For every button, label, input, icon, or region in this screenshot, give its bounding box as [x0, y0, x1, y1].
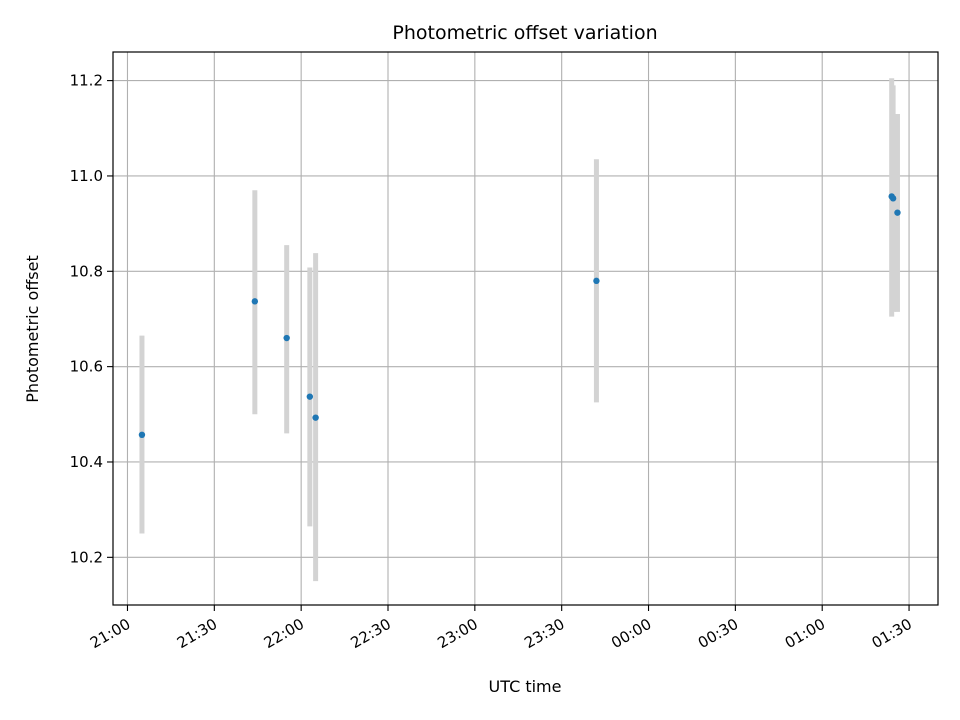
data-point — [251, 298, 259, 305]
grid — [113, 52, 938, 605]
data-points — [138, 193, 901, 439]
data-point — [312, 414, 319, 421]
y-tick-label: 10.4 — [70, 453, 103, 471]
x-axis-label: UTC time — [489, 677, 562, 696]
data-point — [306, 393, 314, 400]
y-tick-label: 10.8 — [70, 262, 103, 280]
y-tick-label: 10.2 — [70, 548, 103, 566]
data-point — [593, 277, 600, 285]
y-tick-label: 10.6 — [70, 358, 103, 376]
y-axis-ticks: 10.2 10.4 10.6 10.8 11.0 11.2 — [70, 72, 113, 566]
chart-title: Photometric offset variation — [392, 22, 657, 44]
y-axis-label: Photometric offset — [23, 255, 42, 403]
y-tick-label: 11.0 — [70, 167, 103, 185]
data-point — [894, 209, 901, 216]
data-point — [138, 431, 146, 439]
data-point — [889, 195, 897, 202]
plot-frame — [112, 51, 939, 606]
y-tick-label: 11.2 — [70, 72, 103, 90]
data-point — [283, 334, 290, 342]
